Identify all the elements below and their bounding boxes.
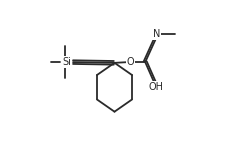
Text: O: O	[127, 57, 134, 67]
Text: N: N	[153, 29, 160, 39]
Text: Si: Si	[62, 57, 71, 67]
Text: OH: OH	[149, 82, 164, 92]
